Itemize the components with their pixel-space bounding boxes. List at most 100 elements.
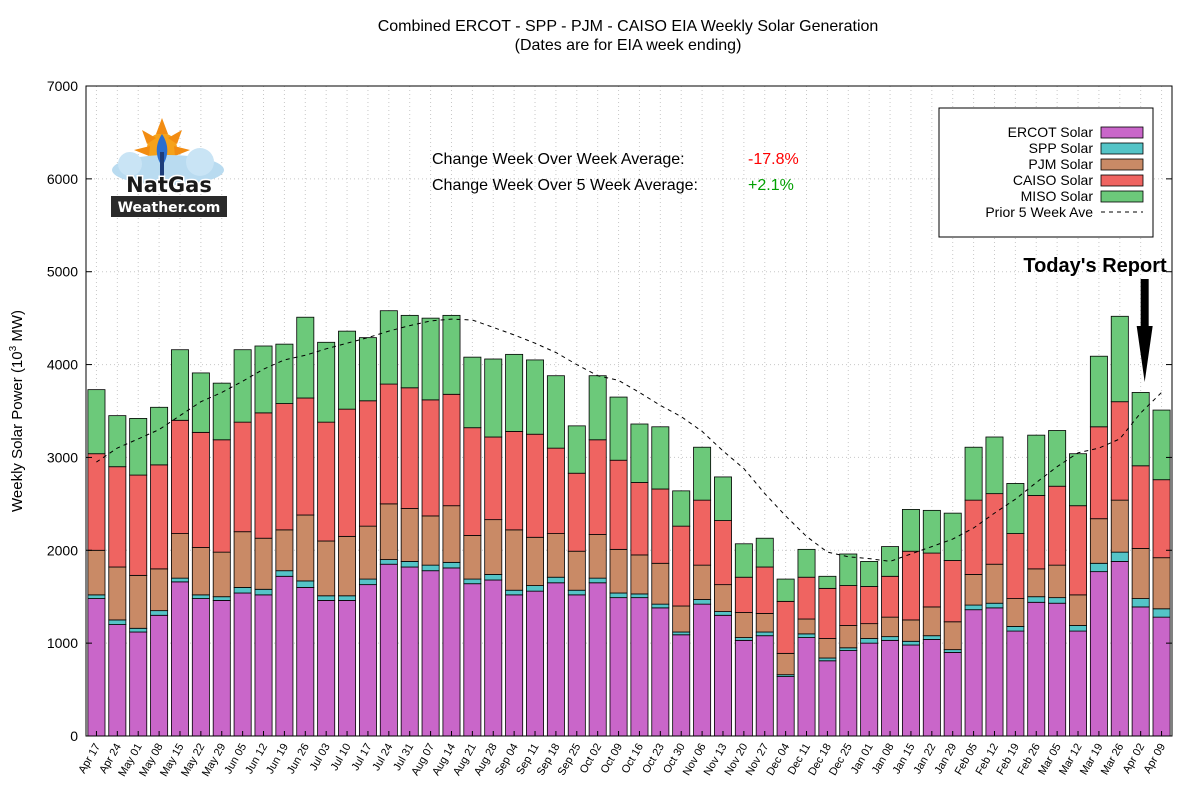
bar-spp-solar: [358, 578, 377, 586]
bar-spp-solar: [1069, 625, 1087, 632]
bar-miso-solar: [463, 356, 482, 429]
bar-miso-solar: [734, 543, 753, 578]
y-tick-label: 7000: [47, 78, 78, 94]
bar-ercot-solar: [734, 639, 753, 737]
bar-ercot-solar: [839, 650, 858, 737]
bar-miso-solar: [672, 490, 691, 527]
bar-pjm-solar: [860, 623, 879, 639]
bar-pjm-solar: [296, 514, 315, 582]
bar-miso-solar: [693, 446, 712, 501]
bar-ercot-solar: [651, 607, 670, 737]
bars: [87, 310, 1171, 737]
legend-swatch: [1100, 158, 1144, 171]
bar-pjm-solar: [338, 535, 357, 597]
bar-pjm-solar: [922, 606, 941, 637]
bar-miso-solar: [505, 353, 524, 432]
bar-miso-solar: [588, 375, 607, 441]
bar-pjm-solar: [672, 605, 691, 633]
bar-pjm-solar: [442, 505, 461, 563]
chart-subtitle: (Dates are for EIA week ending): [515, 37, 742, 54]
bar-pjm-solar: [171, 533, 189, 579]
bar-miso-solar: [881, 546, 900, 577]
bar-pjm-solar: [985, 563, 1004, 604]
bar-ercot-solar: [150, 614, 169, 737]
bar-pjm-solar: [630, 554, 649, 595]
bar-miso-solar: [1110, 315, 1129, 403]
bar-spp-solar: [150, 610, 169, 616]
bar-ercot-solar: [1027, 601, 1046, 737]
bar-caiso-solar: [233, 421, 252, 533]
bar-spp-solar: [1110, 551, 1129, 562]
bar-pjm-solar: [526, 536, 544, 586]
bar-caiso-solar: [588, 439, 607, 535]
bar-caiso-solar: [212, 439, 231, 553]
bar-caiso-solar: [755, 566, 774, 614]
bar-pjm-solar: [567, 550, 586, 591]
legend-swatch: [1100, 142, 1144, 155]
bar-ercot-solar: [233, 592, 252, 737]
bar-caiso-solar: [1152, 479, 1171, 559]
bar-miso-solar: [1048, 430, 1067, 487]
bar-spp-solar: [630, 593, 649, 599]
bar-pjm-solar: [87, 549, 106, 596]
bar-spp-solar: [901, 640, 920, 646]
y-tick-label: 1000: [47, 635, 78, 651]
bar-pjm-solar: [1089, 518, 1108, 564]
bar-caiso-solar: [254, 412, 273, 539]
bar-caiso-solar: [651, 488, 670, 564]
bar-spp-solar: [588, 577, 607, 584]
bar-spp-solar: [651, 603, 670, 609]
bar-miso-solar: [358, 337, 377, 402]
bar-caiso-solar: [505, 431, 524, 531]
todays-report-arrow: Today's Report: [1023, 255, 1167, 382]
bar-spp-solar: [609, 592, 628, 599]
bar-ercot-solar: [275, 575, 294, 737]
bar-caiso-solar: [108, 466, 127, 568]
bar-miso-solar: [1131, 392, 1150, 467]
bar-spp-solar: [797, 633, 816, 638]
bar-miso-solar: [171, 349, 189, 421]
bar-pjm-solar: [1048, 564, 1067, 599]
bar-pjm-solar: [964, 574, 983, 606]
bar-pjm-solar: [714, 584, 732, 612]
bar-miso-solar: [129, 418, 148, 476]
bar-miso-solar: [275, 343, 294, 404]
bar-miso-solar: [296, 316, 315, 399]
annotation-5wk-label: Change Week Over 5 Week Average:: [432, 177, 698, 194]
bar-miso-solar: [191, 372, 210, 433]
bar-miso-solar: [1006, 483, 1025, 534]
y-axis-label: Weekly Solar Power (103 MW): [8, 310, 26, 512]
bar-spp-solar: [421, 564, 440, 572]
bar-miso-solar: [526, 359, 544, 435]
legend-swatch: [1100, 174, 1144, 187]
bar-pjm-solar: [1069, 594, 1087, 626]
bar-caiso-solar: [609, 459, 628, 550]
bar-pjm-solar: [212, 551, 231, 598]
legend-label: ERCOT Solar: [1008, 124, 1094, 140]
bar-caiso-solar: [860, 586, 879, 625]
bar-spp-solar: [191, 594, 210, 599]
bar-caiso-solar: [150, 464, 169, 570]
flame-icon: [156, 134, 168, 176]
bar-miso-solar: [484, 358, 503, 438]
bar-spp-solar: [442, 561, 461, 569]
bar-miso-solar: [964, 446, 983, 501]
bar-spp-solar: [400, 561, 419, 568]
bar-miso-solar: [818, 575, 837, 589]
bar-miso-solar: [546, 375, 565, 449]
bar-miso-solar: [442, 314, 461, 395]
bar-miso-solar: [797, 548, 816, 578]
bar-pjm-solar: [463, 535, 482, 580]
bar-spp-solar: [379, 559, 398, 565]
bar-caiso-solar: [985, 493, 1004, 565]
bar-miso-solar: [755, 537, 774, 568]
bar-pjm-solar: [1006, 598, 1025, 627]
bar-ercot-solar: [860, 642, 879, 737]
bar-spp-solar: [546, 576, 565, 584]
bar-pjm-solar: [1027, 568, 1046, 598]
logo-banner: [111, 196, 227, 217]
bar-pjm-solar: [881, 616, 900, 638]
bar-miso-solar: [839, 553, 858, 586]
logo-line2: Weather.com: [118, 200, 221, 216]
